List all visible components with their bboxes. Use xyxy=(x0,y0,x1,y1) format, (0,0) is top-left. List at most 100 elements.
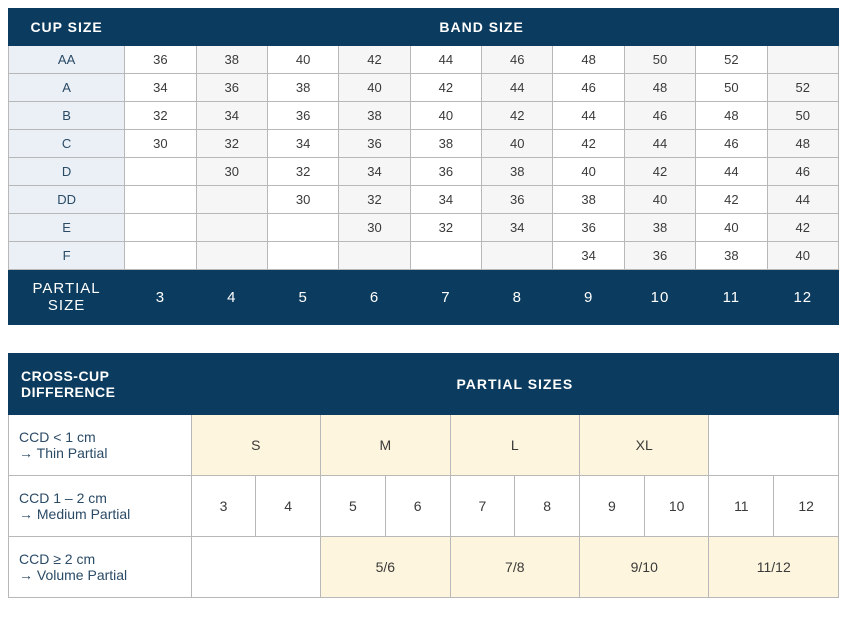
band-cell: 52 xyxy=(767,74,838,102)
band-cell: 44 xyxy=(624,130,695,158)
band-cell xyxy=(767,46,838,74)
partial-size-cell: 7/8 xyxy=(450,537,579,598)
band-cell: 40 xyxy=(267,46,338,74)
band-cell: 40 xyxy=(767,242,838,270)
band-cell: 42 xyxy=(410,74,481,102)
ccd-condition: CCD < 1 cm xyxy=(19,429,96,445)
band-cell: 42 xyxy=(553,130,624,158)
band-cell: 40 xyxy=(553,158,624,186)
band-cell xyxy=(125,186,196,214)
partial-size-cell: 8 xyxy=(515,476,580,537)
partial-size-cell: 10 xyxy=(644,476,709,537)
band-cell: 34 xyxy=(482,214,553,242)
partial-size-cell: S xyxy=(191,415,320,476)
band-cell: 30 xyxy=(267,186,338,214)
band-cell: 32 xyxy=(267,158,338,186)
band-cell: 38 xyxy=(339,102,410,130)
band-cell: 42 xyxy=(696,186,767,214)
partial-size-cell: 9/10 xyxy=(580,537,709,598)
ccd-row-label: CCD ≥ 2 cm→ Volume Partial xyxy=(9,537,192,598)
band-cell: 44 xyxy=(482,74,553,102)
band-cell: 40 xyxy=(482,130,553,158)
cup-band-header-row: CUP SIZE BAND SIZE xyxy=(9,9,839,46)
band-cell: 34 xyxy=(196,102,267,130)
band-cell: 38 xyxy=(267,74,338,102)
partial-size-cell: 12 xyxy=(774,476,839,537)
partial-size-cell: 6 xyxy=(385,476,450,537)
band-cell: 40 xyxy=(696,214,767,242)
band-cell: 36 xyxy=(125,46,196,74)
cup-band-row: F34363840 xyxy=(9,242,839,270)
partial-size-cell: 4 xyxy=(196,270,267,325)
band-cell: 50 xyxy=(696,74,767,102)
band-cell xyxy=(410,242,481,270)
cup-band-row: AA363840424446485052 xyxy=(9,46,839,74)
partial-sizes-header: PARTIAL SIZES xyxy=(191,354,838,415)
partial-size-cell: 11 xyxy=(709,476,774,537)
band-cell xyxy=(125,214,196,242)
partial-size-cell: M xyxy=(321,415,450,476)
band-cell: 46 xyxy=(553,74,624,102)
cup-band-row: E30323436384042 xyxy=(9,214,839,242)
band-cell: 46 xyxy=(696,130,767,158)
band-cell: 42 xyxy=(339,46,410,74)
band-cell: 40 xyxy=(624,186,695,214)
band-cell: 32 xyxy=(339,186,410,214)
band-cell: 34 xyxy=(267,130,338,158)
band-cell: 36 xyxy=(553,214,624,242)
partial-size-cell: 8 xyxy=(482,270,553,325)
band-cell: 40 xyxy=(339,74,410,102)
band-cell: 32 xyxy=(196,130,267,158)
partial-size-cell: 3 xyxy=(191,476,256,537)
band-cell: 48 xyxy=(624,74,695,102)
ccd-row-label: CCD 1 – 2 cm→ Medium Partial xyxy=(9,476,192,537)
band-cell: 32 xyxy=(410,214,481,242)
partial-size-cell: 9 xyxy=(580,476,645,537)
band-cell: 32 xyxy=(125,102,196,130)
band-cell: 48 xyxy=(696,102,767,130)
partial-size-cell xyxy=(191,537,320,598)
band-cell: 40 xyxy=(410,102,481,130)
band-size-header: BAND SIZE xyxy=(125,9,839,46)
partial-size-cell: 11/12 xyxy=(709,537,839,598)
band-cell: 42 xyxy=(482,102,553,130)
band-cell xyxy=(125,242,196,270)
partial-size-cell: 7 xyxy=(410,270,481,325)
band-cell xyxy=(267,242,338,270)
ccd-partial-table: CROSS-CUP DIFFERENCE PARTIAL SIZES CCD <… xyxy=(8,353,839,598)
band-cell: 38 xyxy=(624,214,695,242)
ccd-header-row: CROSS-CUP DIFFERENCE PARTIAL SIZES xyxy=(9,354,839,415)
cup-label: DD xyxy=(9,186,125,214)
partial-size-cell: 5 xyxy=(267,270,338,325)
cup-band-table: CUP SIZE BAND SIZE AA363840424446485052A… xyxy=(8,8,839,325)
cup-band-row: DD3032343638404244 xyxy=(9,186,839,214)
band-cell xyxy=(196,186,267,214)
cup-label: AA xyxy=(9,46,125,74)
band-cell: 36 xyxy=(339,130,410,158)
band-cell: 38 xyxy=(482,158,553,186)
band-cell: 34 xyxy=(410,186,481,214)
band-cell: 36 xyxy=(196,74,267,102)
band-cell: 38 xyxy=(196,46,267,74)
band-cell: 46 xyxy=(767,158,838,186)
partial-size-cell: 7 xyxy=(450,476,515,537)
ccd-condition: CCD 1 – 2 cm xyxy=(19,490,107,506)
band-cell xyxy=(196,242,267,270)
cup-label: D xyxy=(9,158,125,186)
band-cell: 34 xyxy=(553,242,624,270)
band-cell: 42 xyxy=(624,158,695,186)
cup-label: C xyxy=(9,130,125,158)
partial-size-footer-row: PARTIAL SIZE 3 4 5 6 7 8 9 10 11 12 xyxy=(9,270,839,325)
band-cell: 48 xyxy=(553,46,624,74)
band-cell: 52 xyxy=(696,46,767,74)
partial-size-cell: 5/6 xyxy=(321,537,450,598)
band-cell: 30 xyxy=(196,158,267,186)
band-cell: 48 xyxy=(767,130,838,158)
cup-size-header: CUP SIZE xyxy=(9,9,125,46)
partial-size-cell: 6 xyxy=(339,270,410,325)
ccd-header: CROSS-CUP DIFFERENCE xyxy=(9,354,192,415)
band-cell: 50 xyxy=(624,46,695,74)
band-cell: 36 xyxy=(482,186,553,214)
partial-size-cell: 10 xyxy=(624,270,695,325)
band-cell: 34 xyxy=(125,74,196,102)
